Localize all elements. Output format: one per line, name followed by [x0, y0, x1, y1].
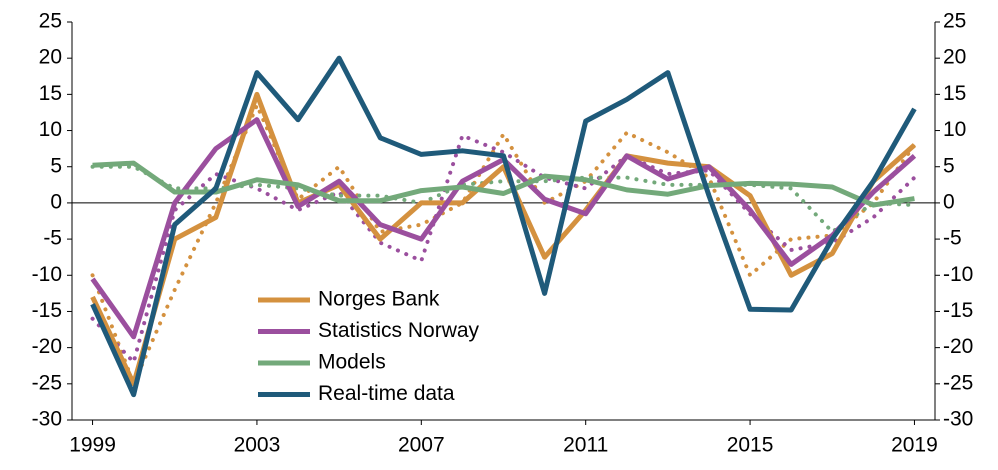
x-tick-label: 2019	[891, 434, 938, 457]
line	[92, 160, 915, 208]
y2-tick-label: -30	[943, 408, 973, 431]
x-tick-label: 2003	[234, 434, 281, 457]
y-tick-label: -20	[32, 335, 62, 358]
y-tick-label: 5	[50, 154, 62, 177]
line	[90, 55, 917, 398]
y2-tick-label: 0	[943, 190, 955, 213]
legend-label: Norges Bank	[318, 288, 440, 311]
y-tick-label: -10	[32, 263, 62, 286]
legend-label: Real-time data	[318, 382, 455, 405]
y-tick-label: -5	[43, 227, 62, 250]
x-tick-label: 2007	[398, 434, 445, 457]
legend-label: Models	[318, 351, 386, 374]
legend-label: Statistics Norway	[318, 319, 480, 342]
y-tick-label: 10	[39, 118, 62, 141]
x-tick-label: 1999	[69, 434, 116, 457]
y-tick-label: 25	[39, 10, 62, 33]
y-tick-label: -15	[32, 299, 62, 322]
y-tick-label: -25	[32, 371, 62, 394]
y-tick-label: -30	[32, 408, 62, 431]
y2-tick-label: 20	[943, 46, 966, 69]
y2-tick-label: -25	[943, 371, 973, 394]
y-tick-label: 0	[50, 190, 62, 213]
y2-tick-label: 5	[943, 154, 955, 177]
y-tick-label: 15	[39, 82, 62, 105]
y2-tick-label: -15	[943, 299, 973, 322]
y2-tick-label: -20	[943, 335, 973, 358]
y2-tick-label: 10	[943, 118, 966, 141]
x-tick-label: 2011	[563, 434, 608, 457]
y2-tick-label: -5	[943, 227, 962, 250]
y2-tick-label: 15	[943, 82, 966, 105]
dotted-line	[90, 133, 917, 365]
x-tick-label: 2015	[727, 434, 774, 457]
y-tick-label: 20	[39, 46, 62, 69]
y2-tick-label: -10	[943, 263, 973, 286]
y2-tick-label: 25	[943, 10, 966, 33]
